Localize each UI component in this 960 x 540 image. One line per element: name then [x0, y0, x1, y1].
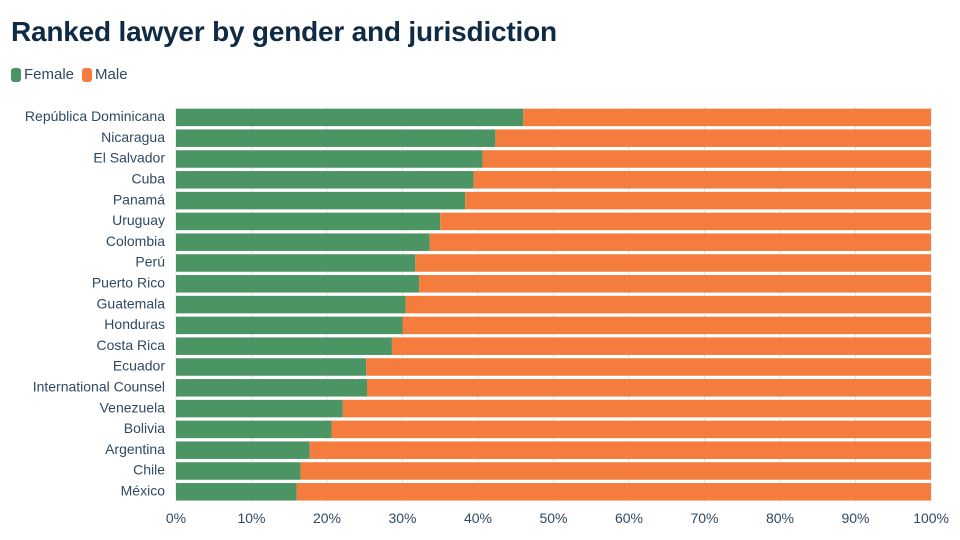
category-label: México	[121, 483, 166, 499]
category-label: Nicaragua	[101, 129, 165, 145]
bar-male[interactable]	[523, 108, 931, 127]
bar-female[interactable]	[176, 275, 420, 293]
bar-male[interactable]	[300, 462, 931, 480]
legend-item-female[interactable]: Female	[11, 66, 74, 83]
category-label: Puerto Rico	[92, 275, 165, 291]
bar-male[interactable]	[402, 316, 932, 335]
legend-label-male: Male	[95, 66, 128, 83]
bars	[176, 108, 932, 501]
bar-female[interactable]	[176, 337, 392, 355]
bar-male[interactable]	[367, 379, 931, 397]
bar-male[interactable]	[366, 358, 931, 376]
category-label: Perú	[135, 254, 165, 270]
bar-male[interactable]	[429, 233, 931, 251]
category-label: Colombia	[106, 233, 165, 249]
chart-title: Ranked lawyer by gender and jurisdiction	[11, 16, 557, 47]
bar-male[interactable]	[419, 275, 931, 293]
category-label: International Counsel	[33, 379, 165, 395]
legend-swatch-male	[82, 67, 93, 82]
category-label: Honduras	[104, 316, 165, 332]
bar-female[interactable]	[176, 150, 483, 168]
tick-label: 30%	[388, 510, 416, 526]
legend-label-female: Female	[24, 66, 75, 83]
bar-female[interactable]	[176, 129, 496, 147]
tick-label: 10%	[237, 510, 265, 526]
bar-male[interactable]	[391, 337, 931, 355]
category-label: Cuba	[132, 171, 166, 187]
category-label: Panamá	[113, 191, 165, 207]
bar-female[interactable]	[176, 254, 416, 272]
bar-male[interactable]	[465, 191, 931, 210]
bar-male[interactable]	[482, 150, 931, 168]
tick-label: 70%	[690, 510, 718, 526]
category-label: El Salvador	[93, 150, 165, 166]
category-label: Argentina	[105, 441, 165, 457]
category-label: Chile	[133, 462, 165, 478]
value-axis: 0% 10% 20% 30% 40% 50% 60% 70% 80% 90% 100%	[166, 510, 949, 526]
bar-female[interactable]	[176, 441, 310, 459]
bar-male[interactable]	[331, 420, 931, 439]
tick-label: 50%	[539, 510, 567, 526]
tick-label: 20%	[313, 510, 341, 526]
bar-female[interactable]	[176, 191, 466, 210]
tick-label: 40%	[464, 510, 492, 526]
category-label: Costa Rica	[97, 337, 166, 353]
bar-male[interactable]	[495, 129, 931, 147]
bar-female[interactable]	[176, 462, 301, 480]
bar-female[interactable]	[176, 171, 474, 189]
bar-female[interactable]	[176, 212, 441, 231]
bar-male[interactable]	[415, 254, 932, 272]
bar-male[interactable]	[440, 212, 931, 231]
category-label: Ecuador	[113, 358, 165, 374]
bar-female[interactable]	[176, 295, 406, 314]
bar-male[interactable]	[342, 399, 932, 418]
bar-female[interactable]	[176, 358, 367, 376]
tick-label: 0%	[166, 510, 186, 526]
tick-label: 60%	[615, 510, 643, 526]
bar-male[interactable]	[405, 295, 931, 314]
bar-male[interactable]	[473, 171, 931, 189]
tick-label: 90%	[841, 510, 869, 526]
bar-female[interactable]	[176, 379, 368, 397]
category-label: Bolivia	[124, 420, 165, 436]
bar-female[interactable]	[176, 420, 332, 439]
category-label: Guatemala	[97, 295, 166, 311]
bar-female[interactable]	[176, 233, 430, 251]
legend: Female Male	[11, 66, 136, 83]
legend-item-male[interactable]: Male	[82, 66, 128, 83]
category-label: Venezuela	[100, 399, 166, 415]
tick-label: 80%	[766, 510, 794, 526]
bar-female[interactable]	[176, 316, 403, 335]
category-label: República Dominicana	[25, 108, 165, 124]
bar-male[interactable]	[296, 483, 931, 501]
category-label: Uruguay	[112, 212, 165, 228]
tick-label: 100%	[913, 510, 949, 526]
bar-male[interactable]	[309, 441, 931, 459]
bar-female[interactable]	[176, 399, 343, 418]
bar-female[interactable]	[176, 483, 297, 501]
category-axis: República Dominicana Nicaragua El Salvador…	[25, 108, 165, 498]
bar-female[interactable]	[176, 108, 524, 127]
legend-swatch-female	[11, 67, 21, 82]
